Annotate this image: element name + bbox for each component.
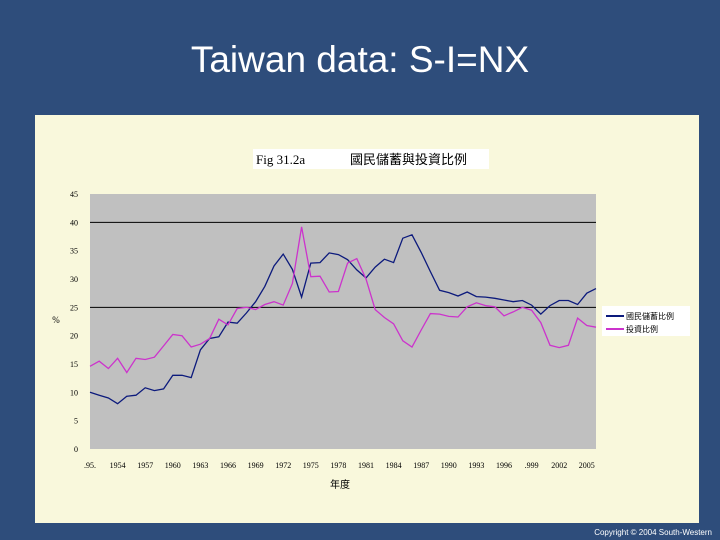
copyright-notice: Copyright © 2004 South-Western (594, 528, 712, 537)
legend-box (602, 306, 690, 336)
y-tick-label: 30 (70, 275, 78, 284)
x-tick-label: 1996 (496, 461, 512, 470)
chart-title: Fig 31.2a (256, 152, 305, 167)
gridlines (90, 221, 596, 308)
chart-subtitle: 國民儲蓄與投資比例 (350, 152, 467, 167)
x-tick-label: 2002 (551, 461, 567, 470)
series-line-investment (89, 226, 597, 374)
x-tick-label: 1993 (468, 461, 484, 470)
x-axis: .95. 1954 1957 1960 1963 1966 1969 1972 1975 1978… (84, 461, 595, 470)
x-tick-label: 1990 (441, 461, 457, 470)
y-axis-label: % (52, 315, 60, 325)
x-tick-label: 1984 (386, 461, 402, 470)
x-axis-label: 年度 (330, 478, 350, 491)
series-line-saving (89, 233, 597, 405)
x-tick-label: .999 (525, 461, 539, 470)
x-tick-label: 1966 (220, 461, 236, 470)
x-tick-label: 2005 (579, 461, 595, 470)
x-tick-label: 1957 (137, 461, 153, 470)
y-tick-label: 10 (70, 388, 78, 397)
legend-label-saving: 國民儲蓄比例 (626, 311, 674, 321)
x-tick-label: .95. (84, 461, 96, 470)
legend-label-investment: 投資比例 (626, 324, 658, 334)
x-tick-label: 1954 (110, 461, 126, 470)
y-tick-label: 35 (70, 247, 78, 256)
x-tick-label: 1975 (303, 461, 319, 470)
x-tick-label: 1987 (413, 461, 429, 470)
plot-area (90, 194, 596, 449)
x-tick-label: 1978 (330, 461, 346, 470)
x-tick-label: 1969 (248, 461, 264, 470)
chart-title-box (253, 149, 489, 169)
y-axis: 0 5 10 15 20 25 30 35 40 45 (70, 190, 78, 454)
x-tick-label: 1972 (275, 461, 291, 470)
y-tick-label: 0 (74, 445, 78, 454)
series-lines (89, 226, 597, 405)
y-tick-label: 45 (70, 190, 78, 199)
y-tick-label: 25 (70, 303, 78, 312)
y-tick-label: 5 (74, 417, 78, 426)
y-tick-label: 15 (70, 360, 78, 369)
x-tick-label: 1960 (165, 461, 181, 470)
legend: 國民儲蓄比例 投資比例 (602, 306, 690, 336)
x-tick-label: 1963 (192, 461, 208, 470)
slide-title: Taiwan data: S-I=NX (190, 39, 530, 80)
y-tick-label: 40 (70, 218, 78, 227)
x-tick-label: 1981 (358, 461, 374, 470)
y-tick-label: 20 (70, 332, 78, 341)
